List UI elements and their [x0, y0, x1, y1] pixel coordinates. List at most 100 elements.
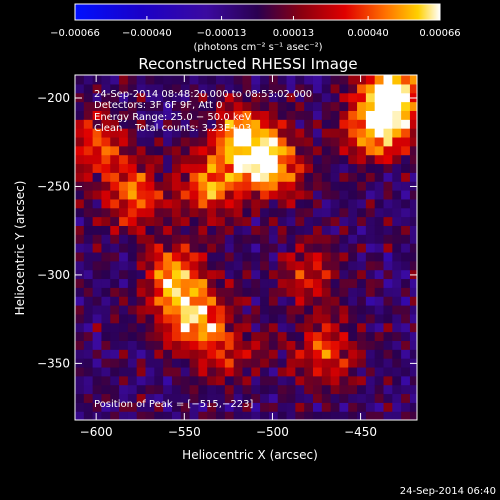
heatmap-cell: [251, 83, 261, 94]
y-tick-label: −250: [37, 179, 70, 193]
heatmap-cell: [401, 172, 411, 182]
heatmap-cell: [312, 269, 323, 280]
heatmap-cell: [145, 331, 155, 341]
heatmap-cell: [83, 349, 94, 359]
heatmap-cell: [321, 207, 332, 218]
heatmap-cell: [304, 287, 314, 297]
heatmap-cell: [286, 172, 296, 182]
heatmap-cell: [189, 322, 199, 333]
heatmap-cell: [357, 384, 367, 395]
heatmap-cell: [365, 190, 376, 200]
heatmap-cell: [409, 243, 417, 253]
heatmap-cell: [339, 128, 349, 138]
heatmap-cell: [242, 340, 252, 350]
heatmap-cell: [75, 181, 85, 191]
heatmap-cell: [409, 181, 417, 191]
heatmap-cell: [304, 101, 314, 111]
heatmap-cell: [383, 216, 393, 226]
heatmap-cell: [101, 145, 111, 156]
heatmap-cell: [330, 243, 341, 253]
heatmap-cell: [75, 402, 85, 412]
heatmap-cell: [339, 322, 349, 333]
heatmap-cell: [242, 287, 252, 297]
heatmap-cell: [216, 75, 226, 85]
heatmap-cell: [207, 269, 217, 280]
heatmap-cell: [251, 163, 261, 173]
heatmap-cell: [277, 296, 288, 306]
heatmap-cell: [171, 366, 182, 377]
heatmap-cell: [233, 251, 244, 262]
heatmap-cell: [163, 411, 173, 420]
heatmap-cell: [92, 340, 103, 350]
heatmap-cell: [189, 190, 199, 200]
heatmap-cell: [207, 101, 217, 111]
heatmap-cell: [127, 190, 138, 200]
heatmap-cell: [312, 402, 323, 412]
heatmap-cell: [295, 136, 305, 147]
heatmap-cell: [242, 92, 252, 103]
heatmap-cell: [136, 243, 147, 253]
heatmap-cell: [277, 207, 288, 218]
heatmap-cell: [409, 384, 417, 395]
heatmap-cell: [75, 172, 85, 182]
heatmap-cell: [207, 207, 217, 218]
heatmap-cell: [242, 154, 252, 165]
heatmap-cell: [119, 358, 129, 368]
heatmap-cell: [242, 305, 252, 315]
heatmap-cell: [357, 260, 367, 271]
heatmap-cell: [83, 340, 94, 350]
heatmap-cell: [295, 305, 305, 315]
heatmap-cell: [180, 83, 191, 94]
heatmap-cell: [295, 384, 305, 395]
heatmap-cell: [321, 163, 332, 173]
heatmap-cell: [339, 119, 349, 129]
heatmap-cell: [304, 349, 314, 359]
heatmap-cell: [251, 75, 261, 85]
heatmap-cell: [198, 163, 208, 173]
heatmap-cell: [101, 190, 111, 200]
heatmap-cell: [242, 366, 252, 377]
heatmap-cell: [136, 296, 147, 306]
heatmap-cell: [260, 296, 270, 306]
heatmap-cell: [242, 190, 252, 200]
heatmap-cell: [198, 349, 208, 359]
heatmap-cell: [339, 92, 349, 103]
heatmap-cell: [295, 349, 305, 359]
heatmap-cell: [312, 172, 323, 182]
heatmap-cell: [233, 411, 244, 420]
heatmap-cell: [321, 119, 332, 129]
heatmap-cell: [224, 269, 235, 280]
heatmap-cell: [83, 101, 94, 111]
heatmap-cell: [374, 305, 385, 315]
heatmap-cell: [304, 251, 314, 262]
heatmap-cell: [180, 375, 191, 386]
heatmap-cell: [198, 393, 208, 403]
heatmap-cell: [207, 128, 217, 138]
heatmap-cell: [401, 251, 411, 262]
heatmap-cell: [277, 234, 288, 244]
heatmap-cell: [207, 251, 217, 262]
heatmap-cell: [409, 216, 417, 226]
heatmap-cell: [277, 92, 288, 103]
heatmap-cell: [110, 305, 120, 315]
heatmap-cell: [330, 181, 341, 191]
heatmap-cell: [268, 75, 279, 85]
heatmap-cell: [154, 234, 164, 244]
heatmap-cell: [330, 305, 341, 315]
heatmap-cell: [119, 198, 129, 209]
heatmap-cell: [216, 198, 226, 209]
heatmap-cell: [145, 384, 155, 395]
annotation-energy-range: Energy Range: 25.0 − 50.0 keV: [94, 112, 251, 123]
heatmap-cell: [312, 110, 323, 120]
heatmap-cell: [198, 243, 208, 253]
heatmap-cell: [348, 393, 358, 403]
heatmap-cell: [357, 411, 367, 420]
heatmap-cell: [154, 243, 164, 253]
heatmap-cell: [304, 340, 314, 350]
heatmap-cell: [75, 128, 85, 138]
heatmap-cell: [330, 225, 341, 235]
heatmap-cell: [304, 181, 314, 191]
heatmap-cell: [189, 154, 199, 165]
heatmap-cell: [83, 128, 94, 138]
heatmap-cell: [127, 92, 138, 103]
